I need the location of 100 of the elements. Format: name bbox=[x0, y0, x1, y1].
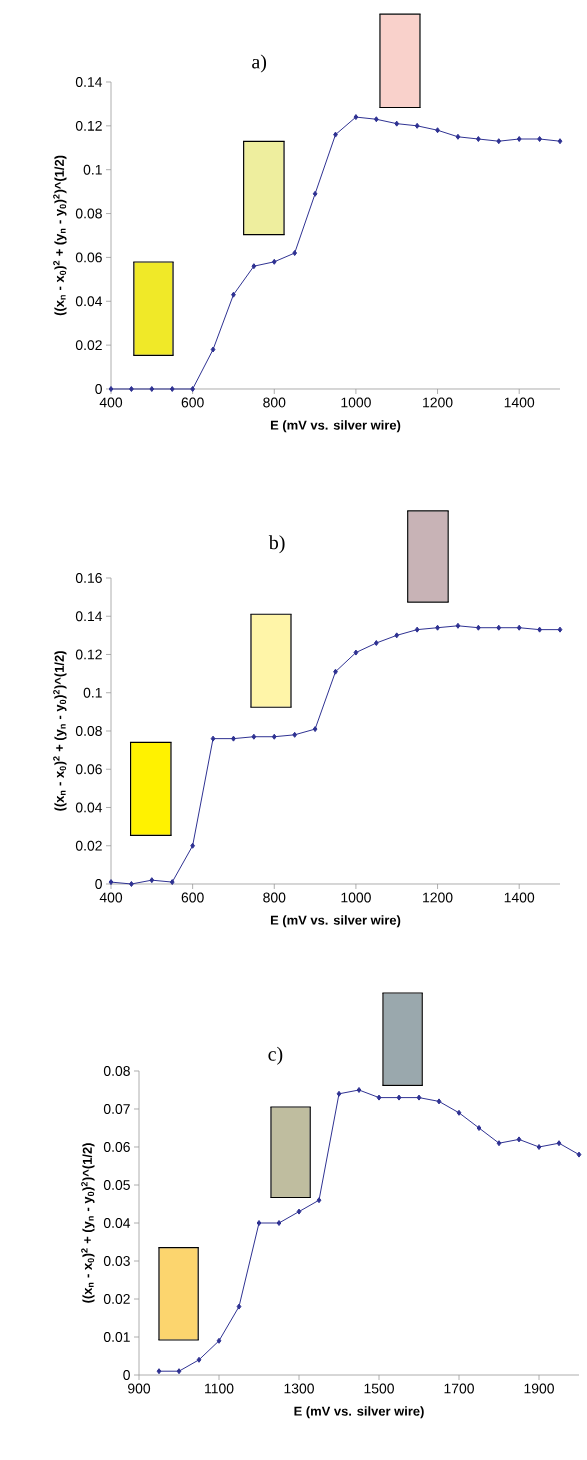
point bbox=[435, 127, 440, 134]
point bbox=[176, 1368, 182, 1375]
y-tick-label: 0.04 bbox=[75, 802, 103, 813]
point bbox=[435, 624, 440, 631]
point bbox=[576, 1151, 582, 1158]
x-tick-label: 1400 bbox=[504, 397, 535, 408]
point bbox=[456, 1109, 462, 1116]
point bbox=[256, 1220, 262, 1226]
point bbox=[557, 626, 563, 633]
point bbox=[149, 385, 155, 392]
point bbox=[414, 626, 420, 633]
point bbox=[210, 735, 216, 742]
y-tick-label: 0.06 bbox=[75, 764, 102, 775]
y-tick-label: 0.16 bbox=[75, 573, 102, 583]
point bbox=[251, 263, 257, 270]
y-tick-label: 0.04 bbox=[103, 1218, 131, 1228]
x-tick-label: 600 bbox=[181, 397, 204, 408]
x-tick-label: 1000 bbox=[341, 397, 371, 408]
point bbox=[373, 640, 379, 647]
x-tick-label: 400 bbox=[99, 892, 123, 903]
y-tick-label: 0.08 bbox=[75, 208, 102, 219]
point bbox=[108, 385, 114, 392]
point bbox=[210, 346, 216, 353]
point bbox=[556, 1140, 562, 1147]
point bbox=[276, 1220, 282, 1226]
x-axis-title: E (mV vs. silver wire) bbox=[270, 420, 401, 433]
point bbox=[236, 1303, 242, 1310]
point bbox=[156, 1368, 162, 1375]
x-tick-label: 900 bbox=[128, 1383, 151, 1394]
y-tick-label: 0.14 bbox=[75, 77, 103, 87]
point bbox=[496, 138, 502, 145]
point bbox=[312, 190, 318, 197]
point bbox=[108, 879, 114, 886]
x-tick-label: 1000 bbox=[341, 892, 371, 903]
x-tick-label: 400 bbox=[99, 397, 123, 408]
point bbox=[436, 1098, 442, 1105]
y-tick-label: 0.03 bbox=[103, 1256, 130, 1266]
point bbox=[316, 1197, 322, 1204]
x-tick-label: 1400 bbox=[504, 892, 535, 903]
point bbox=[557, 138, 563, 145]
x-tick-label: 1500 bbox=[364, 1383, 394, 1394]
point bbox=[336, 1090, 342, 1097]
point bbox=[516, 136, 522, 142]
point bbox=[312, 726, 318, 733]
point bbox=[231, 735, 236, 742]
y-tick-label: 0.1 bbox=[83, 687, 102, 698]
y-tick-label: 0.08 bbox=[75, 726, 102, 736]
y-tick-label: 0.1 bbox=[83, 164, 102, 175]
y-tick-label: 0.02 bbox=[75, 840, 102, 851]
point bbox=[516, 624, 522, 631]
point bbox=[129, 880, 134, 887]
point bbox=[149, 877, 155, 884]
point bbox=[455, 133, 461, 140]
x-axis-title: E (mV vs. silver wire) bbox=[270, 915, 401, 928]
point bbox=[496, 624, 502, 631]
x-tick-label: 1900 bbox=[524, 1383, 554, 1394]
point bbox=[475, 624, 481, 631]
point bbox=[353, 649, 359, 656]
y-tick-label: 0.06 bbox=[75, 252, 102, 263]
text: a) bbox=[252, 54, 267, 73]
point bbox=[537, 626, 542, 633]
y-tick-label: 0.06 bbox=[103, 1142, 130, 1152]
point bbox=[496, 1140, 502, 1147]
point bbox=[251, 733, 257, 740]
point bbox=[356, 1087, 362, 1093]
point bbox=[216, 1337, 222, 1344]
point bbox=[169, 879, 175, 886]
point bbox=[476, 1125, 482, 1131]
point bbox=[455, 622, 461, 629]
point bbox=[169, 385, 175, 392]
point bbox=[537, 136, 542, 142]
y-tick-label: 0 bbox=[95, 879, 102, 889]
point bbox=[271, 733, 277, 740]
y-tick-label: 0 bbox=[123, 1370, 130, 1380]
y-tick-label: 0.12 bbox=[75, 649, 102, 660]
x-tick-label: 1300 bbox=[284, 1383, 314, 1394]
point bbox=[190, 385, 196, 392]
point bbox=[414, 122, 420, 129]
text: c) bbox=[268, 1046, 283, 1065]
point bbox=[516, 1136, 522, 1143]
y-tick-label: 0.14 bbox=[75, 611, 103, 622]
point bbox=[394, 120, 400, 127]
point bbox=[196, 1356, 202, 1363]
point bbox=[536, 1144, 542, 1150]
x-tick-label: 1200 bbox=[423, 892, 453, 903]
text: b) bbox=[268, 535, 285, 554]
y-tick-label: 0 bbox=[95, 384, 102, 394]
text: ((x$_{n}$ - x$_{0}$)$^{2}$ + (y$_{n}$ - y$_{0}$)$^{2}$)^(1/2) bbox=[53, 155, 67, 316]
x-tick-label: 800 bbox=[263, 892, 286, 903]
point bbox=[333, 668, 338, 675]
text: ((x$_{n}$ - x$_{0}$)$^{2}$ + (y$_{n}$ - y$_{0}$)$^{2}$)^(1/2) bbox=[53, 651, 67, 811]
point bbox=[333, 131, 338, 138]
point bbox=[292, 250, 298, 257]
point bbox=[394, 632, 400, 639]
point bbox=[271, 258, 277, 265]
x-tick-label: 1200 bbox=[423, 397, 453, 408]
y-tick-label: 0.08 bbox=[103, 1066, 130, 1076]
point bbox=[292, 731, 298, 738]
point bbox=[475, 136, 481, 142]
x-tick-label: 600 bbox=[181, 892, 204, 903]
